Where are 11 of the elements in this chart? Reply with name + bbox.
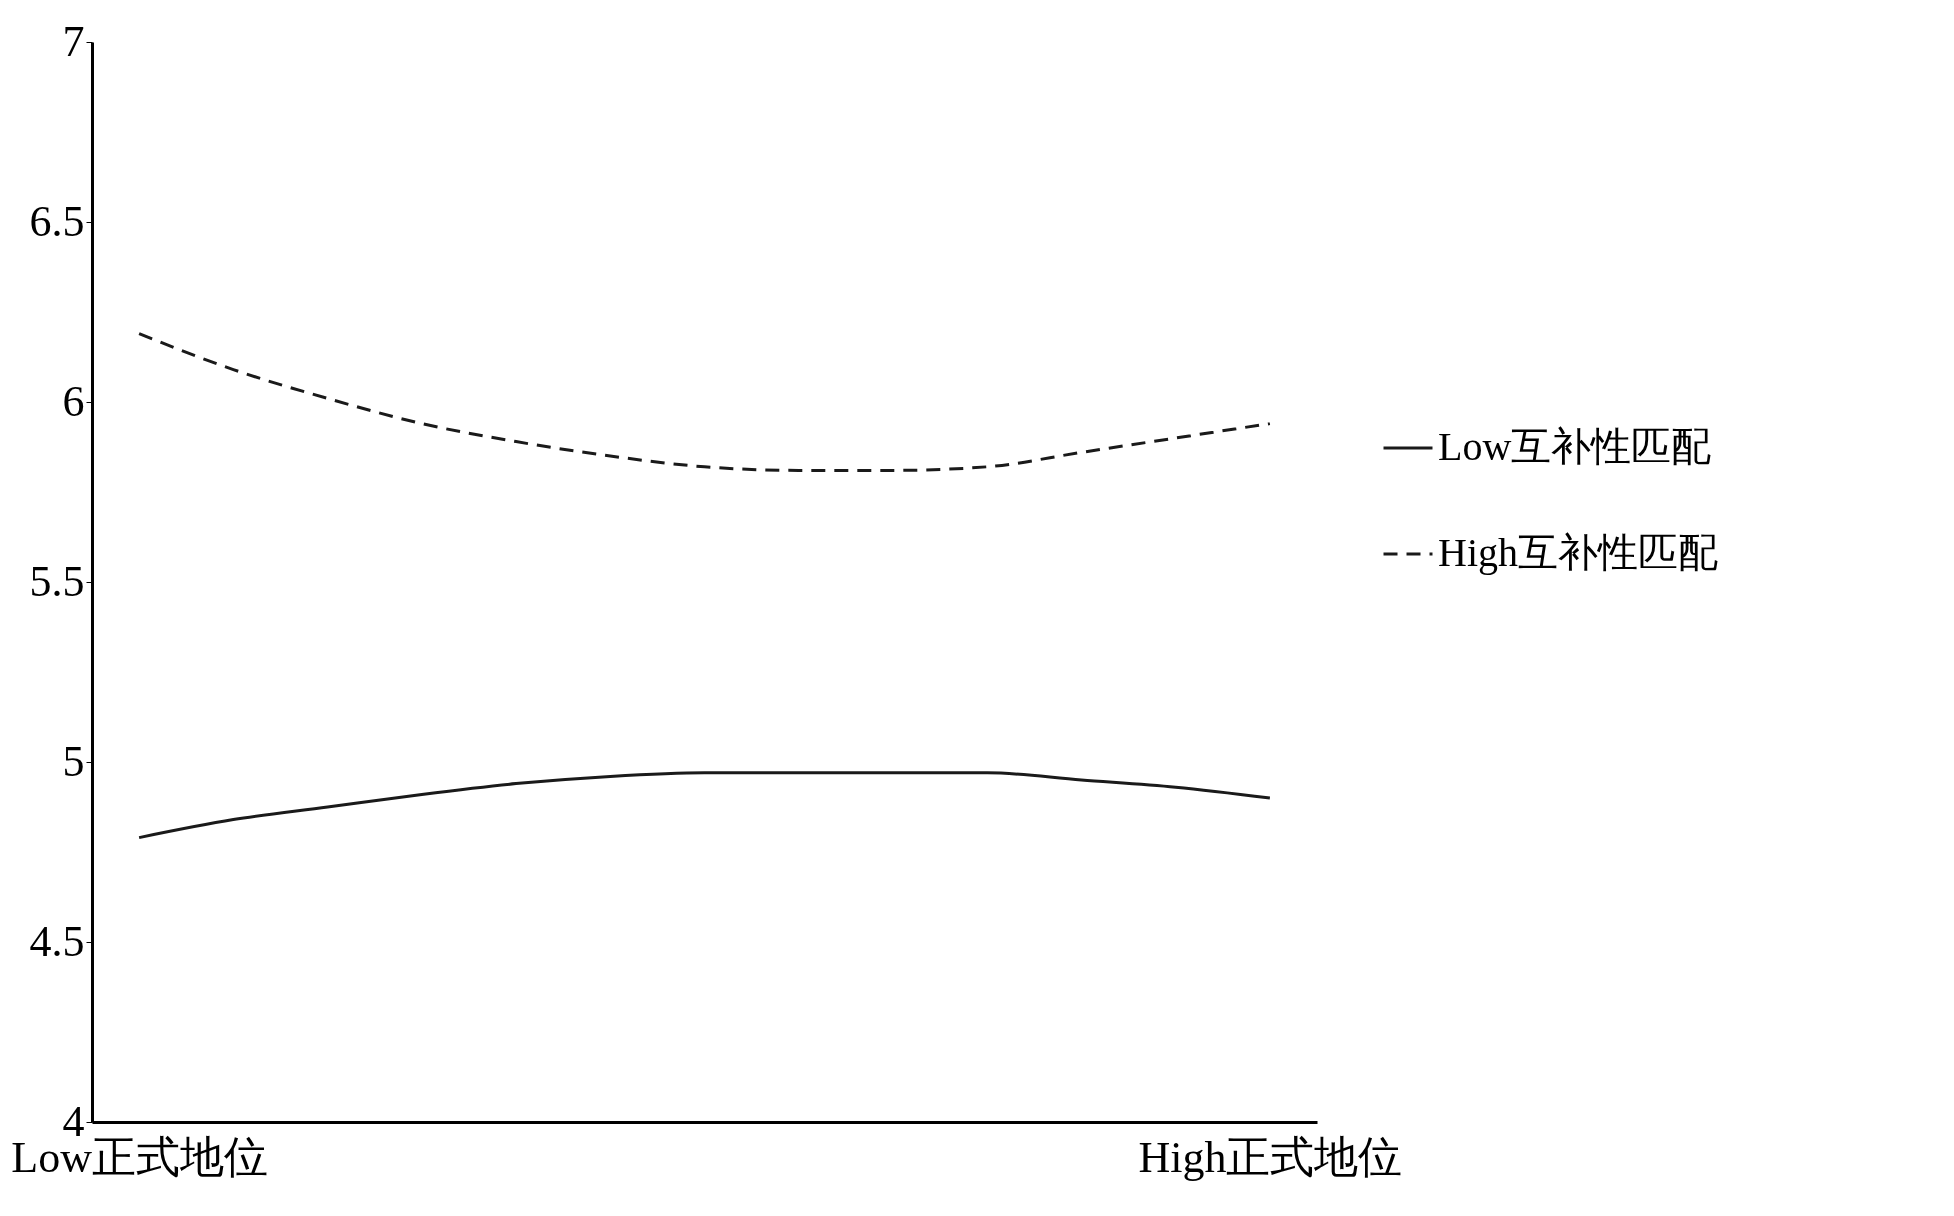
x-tick-label: High正式地位 [1138,1132,1403,1182]
y-tick-label: 5.5 [29,556,85,606]
y-tick-label: 5 [62,736,85,786]
y-tick-label: 4.5 [29,916,85,966]
y-tick-label: 6.5 [29,196,85,246]
legend-label: Low互补性匹配 [1438,424,1712,469]
line-series [137,332,1272,472]
y-tick-label: 6 [62,376,85,426]
line-series [137,771,1272,840]
legend-label: High互补性匹配 [1438,530,1718,575]
y-tick-label: 7 [62,16,85,66]
